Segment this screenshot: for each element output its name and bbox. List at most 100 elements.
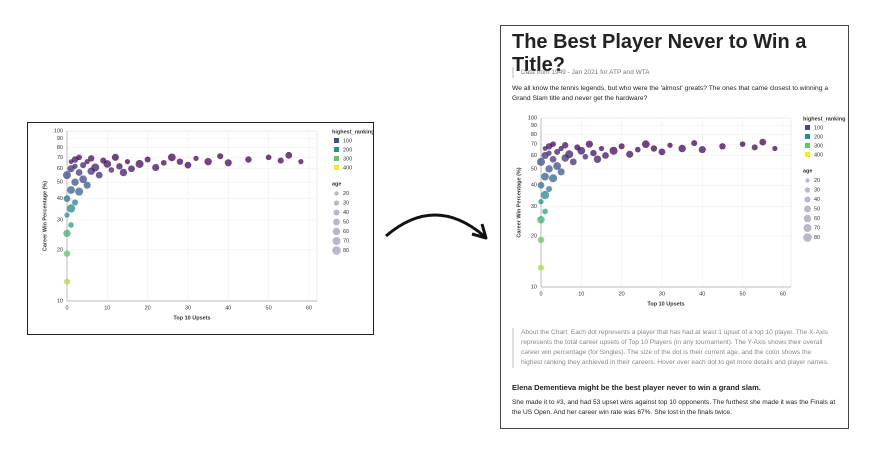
y-axis-title: Career Win Percentage (%) — [42, 181, 48, 251]
x-tick-label: 30 — [659, 291, 665, 297]
point — [277, 157, 284, 164]
x-axis-title: Top 10 Upsets — [173, 315, 210, 321]
y-tick-label: 70 — [531, 142, 537, 148]
point — [626, 150, 634, 158]
point — [265, 154, 272, 161]
point — [193, 155, 199, 162]
point — [772, 145, 778, 152]
point — [558, 145, 564, 152]
point — [64, 212, 70, 218]
legend-label: 100 — [343, 138, 352, 144]
y-tick-label: 90 — [57, 136, 63, 142]
point — [602, 152, 609, 159]
legend-label: 20 — [343, 191, 349, 197]
x-tick-label: 10 — [578, 291, 584, 297]
y-tick-label: 40 — [531, 183, 537, 189]
x-tick-label: 40 — [225, 305, 231, 311]
point — [66, 204, 76, 213]
legend-swatch — [334, 156, 339, 161]
legend-label: 400 — [814, 152, 823, 158]
legend-label: 50 — [343, 219, 349, 225]
x-tick-label: 40 — [699, 291, 705, 297]
point — [582, 153, 589, 160]
legend-size — [332, 236, 341, 246]
legend-swatch — [334, 138, 339, 143]
point — [553, 162, 561, 170]
point — [536, 157, 546, 166]
point — [565, 150, 574, 159]
point — [537, 264, 545, 271]
legend-label: 40 — [343, 210, 349, 216]
heading: Elena Dementieva might be the best playe… — [512, 383, 761, 392]
point — [691, 140, 698, 147]
legend-label: 30 — [343, 200, 349, 206]
point — [719, 143, 726, 150]
point — [76, 154, 82, 161]
x-tick-label: 50 — [266, 305, 272, 311]
point — [91, 163, 100, 172]
y-tick-label: 60 — [531, 153, 537, 159]
legend-label: 80 — [343, 248, 349, 254]
legend-label: 300 — [343, 156, 352, 162]
y-tick-label: 50 — [531, 166, 537, 172]
x-tick-label: 30 — [185, 305, 191, 311]
point — [537, 181, 545, 189]
point — [545, 165, 553, 173]
legend-title: age — [803, 168, 812, 174]
y-tick-label: 20 — [531, 234, 537, 240]
point — [135, 159, 144, 168]
point — [593, 155, 602, 163]
point — [83, 181, 91, 189]
legend-label: 60 — [814, 216, 820, 222]
point — [63, 195, 71, 203]
legend-label: 300 — [814, 143, 823, 149]
legend-swatch — [805, 134, 810, 139]
point — [71, 178, 79, 186]
legend-size — [803, 214, 812, 223]
point — [217, 153, 224, 160]
point — [540, 190, 550, 200]
point — [554, 148, 561, 155]
legend-swatch — [805, 125, 810, 130]
x-axis-title: Top 10 Upsets — [647, 301, 684, 307]
x-tick-label: 0 — [65, 305, 68, 311]
point — [598, 145, 605, 152]
point — [204, 157, 212, 166]
legend-label: 100 — [814, 125, 823, 131]
y-tick-label: 50 — [57, 180, 63, 186]
point — [759, 138, 767, 146]
point — [585, 140, 593, 148]
point — [546, 185, 553, 193]
legend-size — [803, 233, 812, 242]
point — [549, 155, 557, 163]
legend-size — [332, 246, 341, 255]
x-tick-label: 60 — [306, 305, 312, 311]
point — [176, 158, 184, 165]
legend-swatch — [805, 143, 810, 148]
legend-label: 50 — [814, 206, 820, 212]
point — [537, 236, 545, 244]
point — [537, 216, 545, 224]
article-title: The Best Player Never to Win a Title? — [512, 31, 807, 76]
legend-label: 20 — [814, 178, 820, 184]
point — [538, 199, 544, 205]
y-tick-label: 10 — [531, 284, 537, 290]
point — [152, 163, 160, 172]
legend-swatch — [334, 147, 339, 152]
x-tick-label: 60 — [780, 291, 786, 297]
y-tick-label: 30 — [57, 217, 63, 223]
point — [68, 222, 74, 228]
point — [167, 153, 176, 162]
legend-label: 80 — [814, 235, 820, 241]
point — [550, 141, 556, 148]
legend-size — [333, 200, 340, 206]
point — [119, 168, 128, 177]
y-axis-title: Career Win Percentage (%) — [516, 167, 522, 237]
y-tick-label: 70 — [57, 155, 63, 161]
point — [63, 229, 71, 238]
legend-label: 40 — [814, 197, 820, 203]
legend-swatch — [334, 165, 339, 170]
legend-size — [804, 196, 811, 203]
